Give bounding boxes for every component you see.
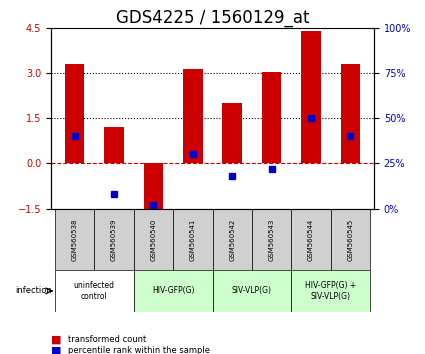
FancyBboxPatch shape bbox=[55, 209, 94, 270]
FancyBboxPatch shape bbox=[173, 209, 212, 270]
FancyBboxPatch shape bbox=[252, 209, 291, 270]
Bar bbox=[65, 64, 85, 164]
Text: SIV-VLP(G): SIV-VLP(G) bbox=[232, 286, 272, 296]
Text: HIV-GFP(G): HIV-GFP(G) bbox=[152, 286, 194, 296]
Bar bbox=[340, 64, 360, 164]
FancyBboxPatch shape bbox=[291, 209, 331, 270]
Bar bbox=[262, 72, 281, 164]
FancyBboxPatch shape bbox=[331, 209, 370, 270]
Text: transformed count: transformed count bbox=[68, 335, 146, 344]
Text: GSM560543: GSM560543 bbox=[269, 218, 275, 261]
Text: GSM560542: GSM560542 bbox=[229, 218, 235, 261]
Text: GSM560541: GSM560541 bbox=[190, 218, 196, 261]
FancyBboxPatch shape bbox=[94, 209, 134, 270]
Text: ■: ■ bbox=[51, 335, 62, 345]
FancyBboxPatch shape bbox=[134, 270, 212, 312]
Text: GSM560539: GSM560539 bbox=[111, 218, 117, 261]
Bar bbox=[104, 127, 124, 164]
FancyBboxPatch shape bbox=[291, 270, 370, 312]
Text: GSM560540: GSM560540 bbox=[150, 218, 156, 261]
FancyBboxPatch shape bbox=[134, 209, 173, 270]
Text: GSM560544: GSM560544 bbox=[308, 218, 314, 261]
Bar bbox=[301, 31, 321, 164]
FancyBboxPatch shape bbox=[212, 209, 252, 270]
Bar bbox=[144, 164, 163, 210]
FancyBboxPatch shape bbox=[55, 270, 134, 312]
Text: percentile rank within the sample: percentile rank within the sample bbox=[68, 346, 210, 354]
Text: infection: infection bbox=[15, 286, 52, 296]
Text: HIV-GFP(G) +
SIV-VLP(G): HIV-GFP(G) + SIV-VLP(G) bbox=[305, 281, 356, 301]
Bar bbox=[183, 69, 203, 164]
Text: GSM560545: GSM560545 bbox=[347, 218, 353, 261]
Text: GSM560538: GSM560538 bbox=[72, 218, 78, 261]
Title: GDS4225 / 1560129_at: GDS4225 / 1560129_at bbox=[116, 9, 309, 27]
Bar bbox=[222, 103, 242, 164]
Text: uninfected
control: uninfected control bbox=[74, 281, 115, 301]
Text: ■: ■ bbox=[51, 346, 62, 354]
FancyBboxPatch shape bbox=[212, 270, 291, 312]
